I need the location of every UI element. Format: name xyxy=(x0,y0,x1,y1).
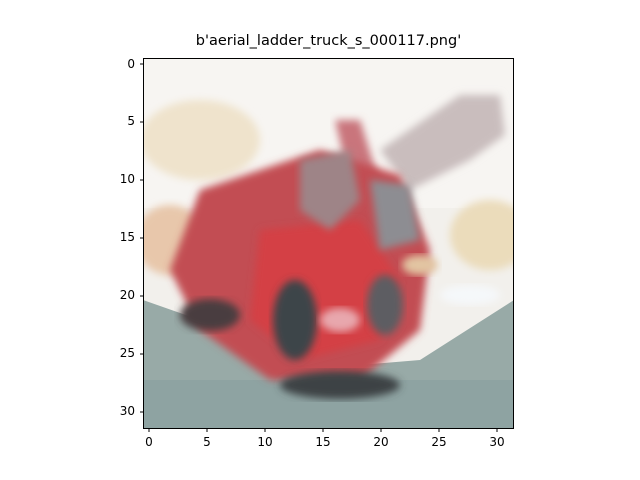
y-tick-label: 10 xyxy=(119,172,135,186)
axes-frame xyxy=(143,58,514,429)
y-tick-label: 15 xyxy=(119,230,135,244)
y-tick-label: 25 xyxy=(119,346,135,360)
x-tick-label: 25 xyxy=(431,435,447,449)
x-tick-label: 20 xyxy=(373,435,389,449)
y-tick-label: 5 xyxy=(127,114,135,128)
x-tick-label: 30 xyxy=(489,435,505,449)
y-tick-label: 30 xyxy=(119,404,135,418)
y-tick-label: 20 xyxy=(119,288,135,302)
x-tick-label: 10 xyxy=(257,435,273,449)
y-tick-label: 0 xyxy=(127,57,135,71)
figure-title: b'aerial_ladder_truck_s_000117.png' xyxy=(195,33,462,49)
x-tick-label: 5 xyxy=(203,435,211,449)
tick-marks xyxy=(140,63,498,432)
x-tick-label: 15 xyxy=(315,435,331,449)
x-tick-label: 0 xyxy=(145,435,153,449)
photo-aerial-ladder-truck xyxy=(143,58,514,429)
